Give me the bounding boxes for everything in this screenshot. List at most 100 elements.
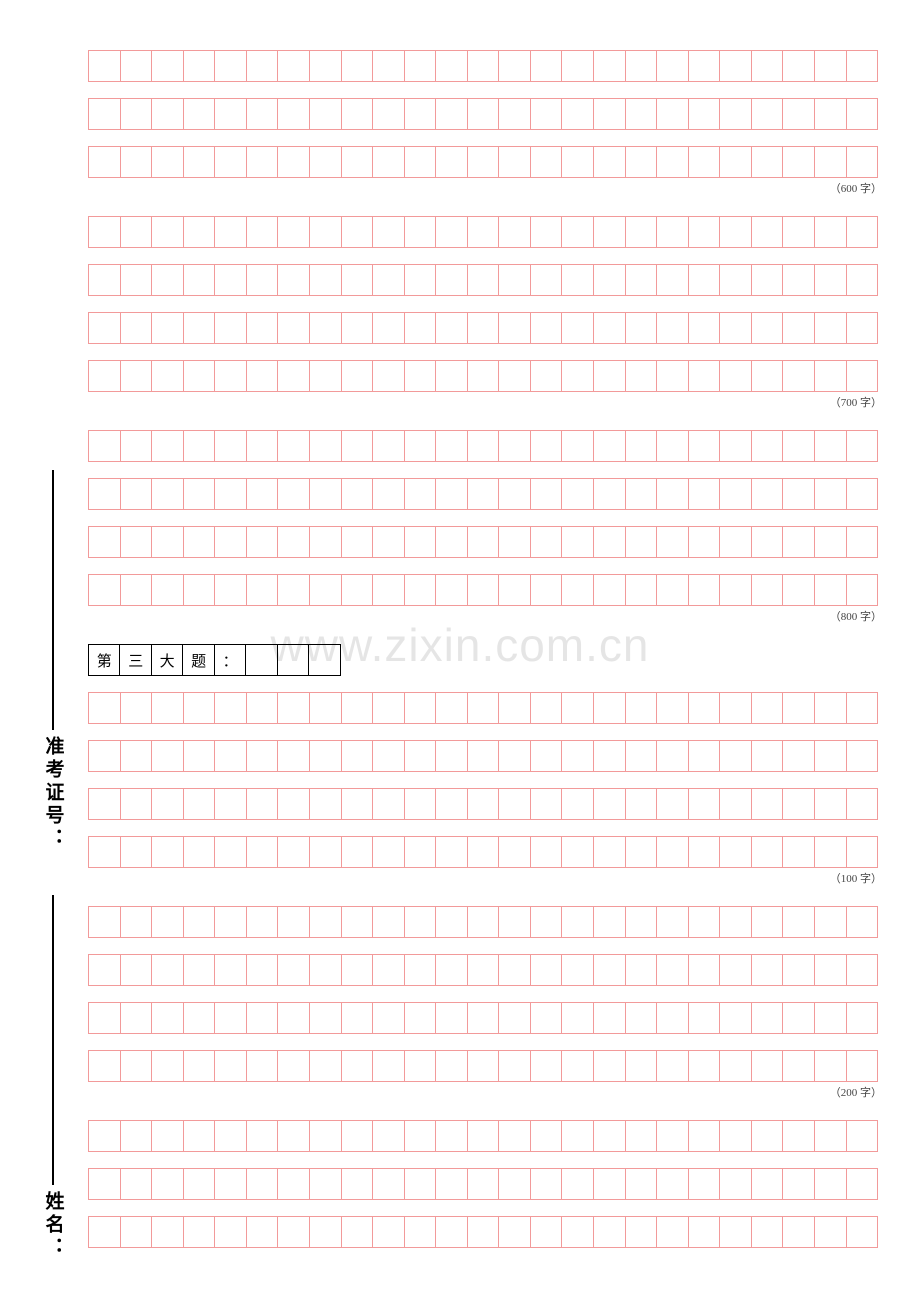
grid-cell — [752, 575, 784, 605]
grid-row — [88, 692, 878, 724]
grid-cell — [121, 217, 153, 247]
grid-cell — [657, 1051, 689, 1081]
grid-cell — [626, 575, 658, 605]
grid-cell — [342, 51, 374, 81]
grid-cell — [468, 51, 500, 81]
grid-cell — [657, 479, 689, 509]
grid-cell — [562, 955, 594, 985]
grid-cell — [689, 837, 721, 867]
grid-cell — [152, 1121, 184, 1151]
grid-cell — [847, 837, 878, 867]
grid-cell — [310, 789, 342, 819]
grid-cell — [689, 265, 721, 295]
grid-cell — [720, 1217, 752, 1247]
grid-cell — [342, 575, 374, 605]
grid-cell — [247, 575, 279, 605]
grid-cell — [594, 1217, 626, 1247]
grid-cell — [215, 741, 247, 771]
grid-cell — [278, 479, 310, 509]
grid-cell — [436, 1169, 468, 1199]
grid-cell — [89, 313, 121, 343]
grid-cell — [184, 217, 216, 247]
grid-cell — [531, 575, 563, 605]
grid-cell — [373, 741, 405, 771]
grid-cell — [626, 1121, 658, 1151]
grid-cell — [89, 217, 121, 247]
grid-cell — [815, 837, 847, 867]
grid-cell — [468, 837, 500, 867]
grid-cell — [373, 1169, 405, 1199]
grid-cell — [373, 1121, 405, 1151]
grid-cell — [783, 527, 815, 557]
grid-cell — [531, 431, 563, 461]
grid-cell — [310, 1003, 342, 1033]
grid-cell — [720, 955, 752, 985]
grid-cell — [436, 907, 468, 937]
grid-cell — [562, 575, 594, 605]
grid-cell — [310, 479, 342, 509]
grid-cell: 第 — [89, 645, 120, 675]
grid-cell — [689, 907, 721, 937]
grid-cell — [373, 313, 405, 343]
grid-cell — [689, 217, 721, 247]
grid-cell — [626, 955, 658, 985]
grid-cell: ： — [215, 645, 246, 675]
grid-cell — [215, 575, 247, 605]
grid-cell — [499, 361, 531, 391]
grid-cell — [215, 1217, 247, 1247]
grid-cell — [562, 527, 594, 557]
grid-cell — [310, 575, 342, 605]
grid-cell — [152, 575, 184, 605]
grid-cell — [562, 1169, 594, 1199]
grid-cell — [184, 1051, 216, 1081]
grid-cell — [815, 693, 847, 723]
grid-cell — [531, 837, 563, 867]
grid-cell — [89, 907, 121, 937]
grid-cell — [405, 51, 437, 81]
grid-cell — [815, 955, 847, 985]
grid-cell — [562, 1217, 594, 1247]
grid-cell — [468, 1217, 500, 1247]
grid-cell — [89, 1169, 121, 1199]
grid-cell — [468, 313, 500, 343]
grid-cell — [531, 479, 563, 509]
grid-cell — [121, 313, 153, 343]
grid-cell — [310, 1051, 342, 1081]
grid-cell — [215, 431, 247, 461]
grid-cell — [531, 99, 563, 129]
grid-cell — [373, 265, 405, 295]
grid-cell — [562, 1003, 594, 1033]
grid-cell — [752, 907, 784, 937]
grid-cell — [468, 265, 500, 295]
grid-cell — [436, 479, 468, 509]
grid-cell — [342, 1003, 374, 1033]
grid-cell — [373, 837, 405, 867]
grid-cell — [531, 147, 563, 177]
grid-cell — [121, 431, 153, 461]
grid-cell — [689, 1169, 721, 1199]
grid-cell — [215, 217, 247, 247]
grid-cell — [689, 1217, 721, 1247]
grid-cell — [815, 1051, 847, 1081]
grid-cell — [342, 361, 374, 391]
grid-cell — [783, 361, 815, 391]
sidebar-label: 姓名： — [40, 1191, 67, 1260]
grid-cell — [562, 147, 594, 177]
grid-cell — [752, 1217, 784, 1247]
grid-cell — [184, 313, 216, 343]
grid-cell — [499, 789, 531, 819]
grid-cell — [783, 1169, 815, 1199]
grid-cell — [468, 431, 500, 461]
grid-cell — [468, 789, 500, 819]
grid-cell — [531, 693, 563, 723]
grid-cell — [720, 361, 752, 391]
grid-cell — [689, 1003, 721, 1033]
grid-cell — [594, 907, 626, 937]
grid-cell — [152, 1169, 184, 1199]
grid-cell — [436, 1051, 468, 1081]
grid-cell — [310, 431, 342, 461]
grid-cell — [815, 147, 847, 177]
grid-cell — [247, 1051, 279, 1081]
grid-cell — [847, 51, 878, 81]
grid-cell — [815, 313, 847, 343]
